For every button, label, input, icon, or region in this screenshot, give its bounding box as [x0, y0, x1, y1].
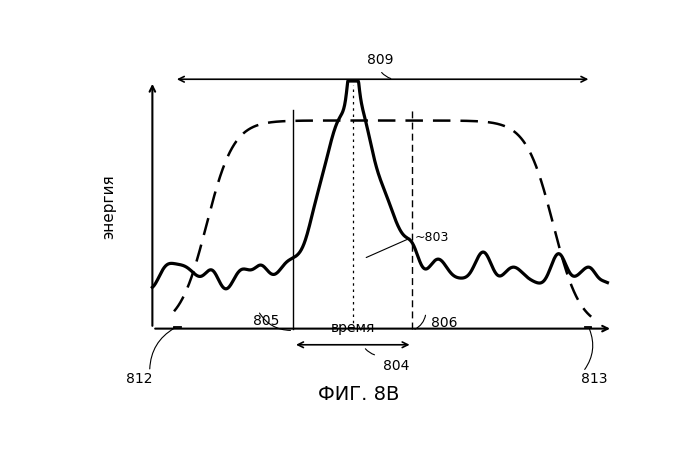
Text: 812: 812 — [126, 372, 152, 386]
Text: 804: 804 — [382, 359, 409, 373]
Text: время: время — [331, 321, 375, 335]
Text: ~803: ~803 — [415, 231, 449, 244]
Text: ФИГ. 8В: ФИГ. 8В — [317, 385, 399, 404]
Text: энергия: энергия — [101, 174, 117, 239]
Text: 813: 813 — [581, 372, 607, 386]
Text: 806: 806 — [431, 316, 458, 330]
Text: 805: 805 — [252, 314, 279, 328]
Text: 809: 809 — [367, 53, 393, 67]
